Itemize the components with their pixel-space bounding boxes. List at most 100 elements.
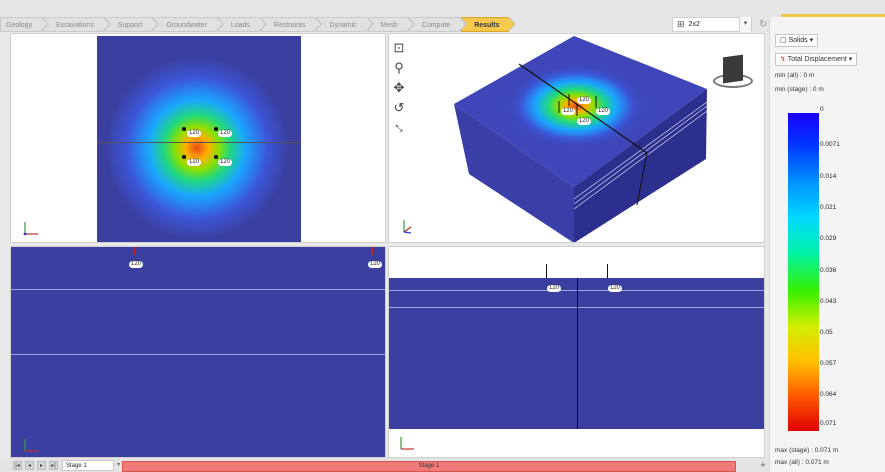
legend-tick: 0.05	[820, 329, 833, 336]
tab-results[interactable]: Results	[461, 17, 510, 32]
load-value: 120	[187, 130, 202, 137]
legend-tick: 0.021	[820, 204, 837, 211]
fit-view-icon[interactable]: ⤡	[395, 123, 403, 133]
tab-groundwater[interactable]: Groundwater	[153, 17, 217, 32]
load-point	[214, 127, 218, 131]
viewport-side[interactable]: 120 120	[10, 246, 386, 458]
stage-select[interactable]: Stage 1	[62, 460, 114, 471]
display-mode-dropdown[interactable]: ▢ Solids ▾	[775, 34, 819, 47]
last-stage-button[interactable]: ▸|	[49, 461, 58, 470]
axis-triad-icon	[23, 222, 38, 236]
tab-mesh[interactable]: Mesh	[367, 17, 408, 32]
zoom-icon[interactable]: ⚲	[394, 60, 404, 75]
axis-triad-icon	[403, 220, 412, 234]
chevron-down-icon[interactable]: ▾	[116, 462, 120, 468]
load-arrow	[607, 264, 608, 278]
legend-tick: 0.043	[820, 298, 837, 305]
load-value: 120	[368, 261, 383, 268]
add-stage-button[interactable]: +	[760, 460, 766, 470]
section-line	[97, 142, 301, 143]
model-3d-box	[454, 36, 708, 242]
tab-geology[interactable]: Geology	[0, 17, 43, 32]
stage-timeline[interactable]: Stage 1	[122, 461, 736, 472]
section-line	[577, 278, 578, 429]
view-layout-select[interactable]: ⊞ 2x2	[672, 17, 752, 32]
max-stage-value: max (stage) : 0.071 m	[775, 447, 839, 454]
zoom-box-icon[interactable]: ⊡	[393, 40, 405, 55]
viewport-plan[interactable]: 120 120 120 120	[10, 33, 386, 243]
load-value: 120	[547, 285, 562, 292]
load-point	[182, 155, 186, 159]
view-layout-label: 2x2	[688, 21, 700, 28]
result-type-dropdown[interactable]: ↯ Total Displacement ▾	[775, 53, 858, 66]
model-plan-surface: 120 120 120 120	[97, 36, 301, 242]
min-stage-value: min (stage) : 0 m	[775, 86, 824, 93]
next-stage-button[interactable]: ▸	[37, 461, 46, 470]
load-value: 120	[577, 97, 592, 104]
refresh-icon[interactable]: ↻	[759, 19, 768, 30]
result-type-label: Total Displacement	[787, 56, 847, 63]
chevron-down-icon: ▾	[807, 37, 814, 44]
layer-boundary	[11, 289, 385, 290]
chevron-down-icon: ▾	[846, 56, 853, 63]
first-stage-button[interactable]: |◂	[13, 461, 22, 470]
section-model-surface	[389, 278, 764, 429]
solid-cube-icon: ▢	[780, 37, 789, 44]
view-toolbar: ⊡ ⚲ ✥ ↺ ⤡	[391, 38, 407, 138]
legend-tick: 0.014	[820, 173, 837, 180]
chevron-down-icon[interactable]: ▾	[739, 17, 751, 32]
load-point	[182, 127, 186, 131]
pan-icon[interactable]: ✥	[393, 80, 405, 95]
legend-tick: 0.029	[820, 235, 837, 242]
stage-bar: |◂ ◂ ▸ ▸| Stage 1 ▾ Stage 1 +	[0, 458, 885, 472]
load-value: 120	[218, 130, 233, 137]
min-all-value: min (all) : 0 m	[775, 72, 815, 79]
tab-excavations[interactable]: Excavations	[43, 17, 104, 32]
displacement-contour	[107, 58, 287, 238]
legend-tick: 0.057	[820, 360, 837, 367]
legend-tick: 0.071	[820, 420, 837, 427]
tab-compute[interactable]: Compute	[408, 17, 461, 32]
cube-icon	[723, 54, 743, 84]
load-value: 120	[187, 159, 202, 166]
max-all-value: max (all) : 0.071 m	[775, 459, 829, 466]
load-value: 120	[561, 108, 576, 115]
panel-accent-bar	[781, 14, 885, 17]
load-value: 120	[218, 159, 233, 166]
layer-boundary	[11, 354, 385, 355]
legend-tick: 0	[820, 106, 824, 113]
prev-stage-button[interactable]: ◂	[25, 461, 34, 470]
color-legend-bar	[788, 113, 819, 431]
load-arrow	[371, 247, 373, 255]
tab-dynamic[interactable]: Dynamic	[316, 17, 367, 32]
grid-layout-icon: ⊞	[677, 19, 685, 29]
load-value: 120	[577, 118, 592, 125]
viewport-front[interactable]: 120 120	[388, 246, 765, 458]
results-panel: ▢ Solids ▾ ↯ Total Displacement ▾ min (a…	[769, 17, 885, 472]
axis-triad-icon	[400, 437, 414, 450]
displacement-icon: ↯	[780, 56, 788, 63]
load-value: 120	[129, 261, 144, 268]
tab-support[interactable]: Support	[104, 17, 153, 32]
load-arrow	[546, 264, 547, 278]
workflow-toolbar: Geology Excavations Support Groundwater …	[0, 0, 885, 32]
axis-triad-icon	[24, 439, 38, 452]
viewport-3d[interactable]: ⊡ ⚲ ✥ ↺ ⤡	[388, 33, 765, 243]
rotate-icon[interactable]: ↺	[393, 100, 405, 115]
legend-tick: 0.064	[820, 391, 837, 398]
legend-tick: 0.0071	[820, 141, 840, 148]
load-point	[214, 155, 218, 159]
view-cube[interactable]	[711, 52, 755, 96]
workflow-tabs: Geology Excavations Support Groundwater …	[0, 17, 510, 32]
load-value: 120	[596, 108, 611, 115]
load-arrow	[133, 247, 135, 255]
legend-tick: 0.036	[820, 267, 837, 274]
display-mode-label: Solids	[788, 37, 808, 44]
section-model-surface	[11, 247, 385, 457]
tab-loads[interactable]: Loads	[217, 17, 260, 32]
layer-boundary	[389, 307, 764, 308]
tab-restraints[interactable]: Restraints	[260, 17, 316, 32]
load-value: 120	[608, 285, 623, 292]
layer-boundary	[389, 290, 764, 291]
